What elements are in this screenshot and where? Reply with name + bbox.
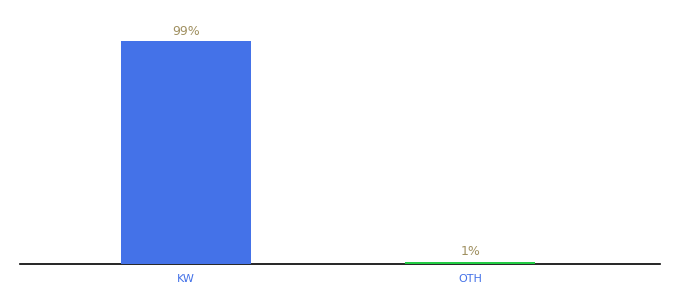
Bar [405, 262, 535, 264]
Text: 1%: 1% [460, 245, 480, 258]
Bar [121, 41, 251, 264]
Text: 99%: 99% [172, 25, 200, 38]
